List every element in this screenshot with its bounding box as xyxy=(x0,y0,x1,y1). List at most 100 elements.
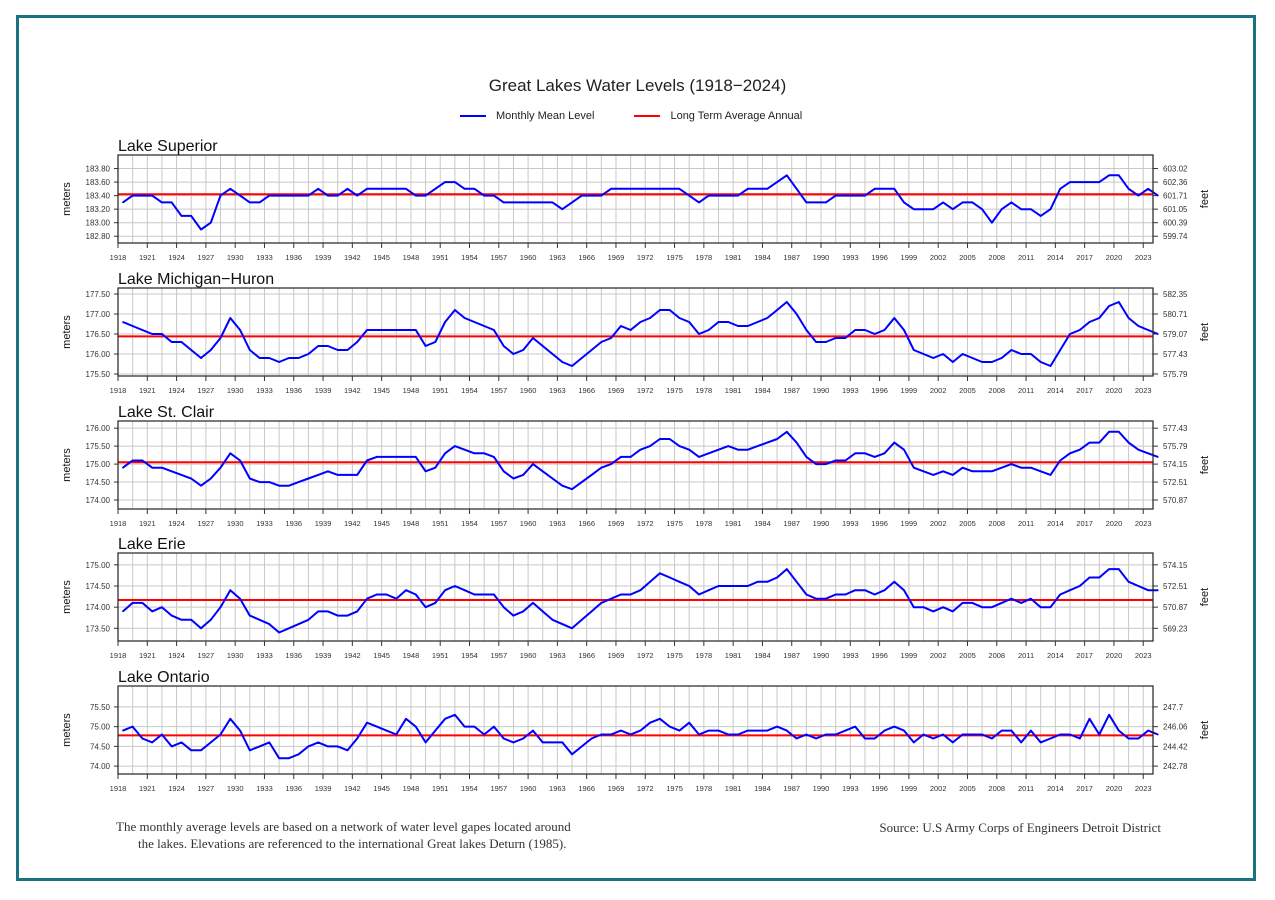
data-point xyxy=(952,610,954,613)
data-point xyxy=(512,201,515,204)
data-point xyxy=(551,741,554,744)
x-tick-label: 2008 xyxy=(988,784,1005,793)
x-tick-label: 2023 xyxy=(1135,784,1152,793)
data-point xyxy=(678,729,681,732)
y2-axis-label: feet xyxy=(1199,456,1211,474)
data-point xyxy=(629,329,632,331)
data-point xyxy=(756,580,759,583)
data-point xyxy=(922,208,925,210)
x-tick-label: 1921 xyxy=(139,519,156,528)
x-tick-label: 1918 xyxy=(110,519,127,528)
data-point xyxy=(620,593,622,596)
data-point xyxy=(532,729,534,732)
x-tick-label: 1930 xyxy=(227,784,244,793)
data-point xyxy=(1000,466,1003,469)
data-point xyxy=(239,194,241,197)
data-point xyxy=(825,733,827,736)
data-point xyxy=(707,589,710,592)
x-tick-label: 1987 xyxy=(783,651,800,660)
x-tick-label: 1969 xyxy=(608,386,625,395)
data-point xyxy=(571,365,573,367)
x-tick-label: 1963 xyxy=(549,651,566,660)
data-point xyxy=(1127,441,1130,444)
x-tick-label: 1984 xyxy=(754,784,771,793)
data-point xyxy=(668,725,671,728)
plot-frame xyxy=(117,685,1154,775)
data-point xyxy=(717,321,720,323)
x-tick-label: 1954 xyxy=(461,651,478,660)
data-point xyxy=(854,329,856,331)
x-tick-label: 1963 xyxy=(549,784,566,793)
data-point xyxy=(834,459,837,462)
x-tick-label: 1969 xyxy=(608,651,625,660)
data-point xyxy=(1069,452,1071,455)
x-tick-label: 2005 xyxy=(959,386,976,395)
data-point xyxy=(688,721,691,724)
data-point xyxy=(746,448,749,451)
x-tick-label: 2008 xyxy=(988,651,1005,660)
data-point xyxy=(659,717,661,720)
x-tick-label: 1984 xyxy=(754,386,771,395)
data-point xyxy=(405,188,407,190)
x-tick-label: 1978 xyxy=(696,253,713,262)
data-point xyxy=(698,456,700,458)
x-tick-label: 1990 xyxy=(813,651,830,660)
data-point xyxy=(1147,329,1149,331)
data-point xyxy=(229,317,232,319)
data-point xyxy=(239,597,241,600)
x-tick-label: 1975 xyxy=(666,784,683,793)
monthly-mean-level-line xyxy=(122,174,1159,231)
data-point xyxy=(424,741,427,744)
y-axis-label: meters xyxy=(61,713,73,747)
data-point xyxy=(746,188,749,190)
data-point xyxy=(688,321,691,323)
data-point xyxy=(1098,576,1101,579)
data-point xyxy=(942,606,944,608)
data-point xyxy=(249,614,251,617)
data-point xyxy=(375,188,378,190)
data-point xyxy=(1157,194,1159,197)
data-point xyxy=(737,585,739,587)
data-point xyxy=(131,325,134,327)
x-tick-label: 1933 xyxy=(256,784,273,793)
data-point xyxy=(415,593,417,596)
data-point xyxy=(356,737,359,740)
data-point xyxy=(678,317,681,319)
monthly-mean-level-line xyxy=(122,430,1159,491)
data-point xyxy=(590,349,593,351)
data-point xyxy=(307,194,310,197)
data-point xyxy=(727,733,730,736)
x-tick-label: 1936 xyxy=(285,386,302,395)
data-point xyxy=(571,201,573,204)
data-point xyxy=(415,725,417,728)
data-point xyxy=(307,745,310,748)
data-point xyxy=(825,201,827,204)
data-point xyxy=(434,341,437,343)
data-point xyxy=(541,201,544,204)
data-point xyxy=(551,353,554,355)
data-point xyxy=(463,448,466,451)
data-point xyxy=(1059,188,1062,190)
data-point xyxy=(1078,448,1081,451)
data-point xyxy=(200,357,202,359)
x-tick-label: 1963 xyxy=(549,519,566,528)
data-point xyxy=(864,452,866,455)
data-point xyxy=(366,329,368,331)
data-point xyxy=(580,357,583,359)
data-point xyxy=(1078,737,1081,740)
data-point xyxy=(776,438,778,440)
data-point xyxy=(805,733,808,736)
data-point xyxy=(219,606,222,608)
data-point xyxy=(1069,589,1071,592)
data-point xyxy=(815,463,817,465)
data-point xyxy=(571,627,573,630)
data-point xyxy=(786,568,788,570)
data-point xyxy=(278,757,280,760)
x-tick-label: 2005 xyxy=(959,253,976,262)
data-point xyxy=(717,585,720,587)
data-point xyxy=(854,194,856,197)
x-tick-label: 1957 xyxy=(490,253,507,262)
data-point xyxy=(952,741,954,744)
data-point xyxy=(229,717,232,720)
x-tick-label: 1978 xyxy=(696,519,713,528)
